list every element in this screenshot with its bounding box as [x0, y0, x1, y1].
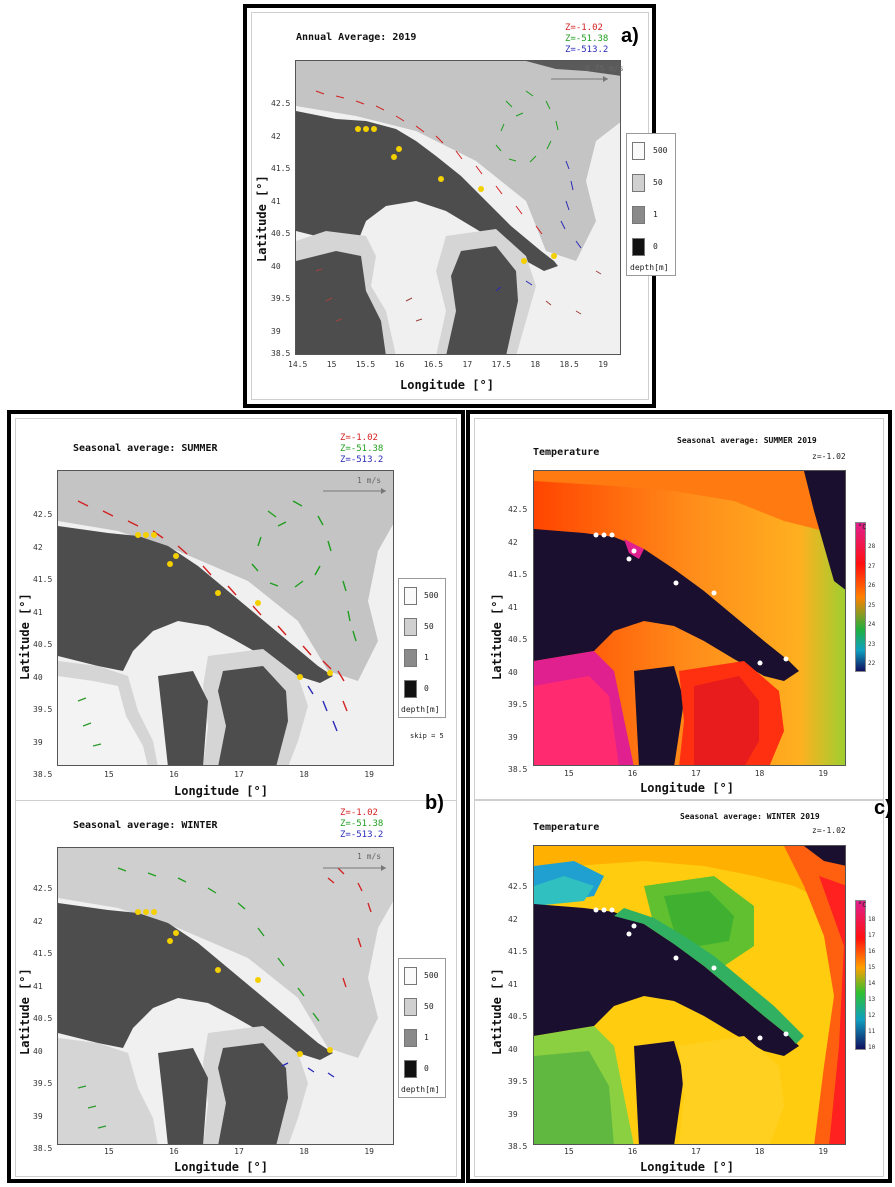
panel-c-letter: c): [874, 797, 892, 819]
panel-c-summer-colorbar: [855, 522, 866, 672]
station-markers: [355, 126, 557, 264]
panel-a-x-ticks: 14.5 15 15.5 16 16.5 17 17.5 18 18.5 19: [288, 360, 608, 369]
panel-a-ylabel: Latitude [°]: [255, 175, 269, 262]
coast-north: [526, 61, 620, 76]
shelf-north: [296, 61, 620, 261]
panel-c-winter-map: [533, 845, 846, 1145]
panel-b-summer-xlabel: Longitude [°]: [174, 784, 268, 798]
panel-c-winter-y-ticks: 42.5 42 41.5 41 40.5 40 39.5 39 38.5: [508, 882, 528, 1151]
panel-b-winter-depth-legend: 500 50 1 0 depth[m]: [398, 958, 446, 1098]
legend-label-50: 50: [653, 178, 663, 187]
legend-label-0: 0: [653, 242, 658, 251]
legend-swatch-500: [632, 142, 645, 160]
panel-c-summer-y-ticks: 42.5 42 41.5 41 40.5 40 39.5 39 38.5: [508, 505, 528, 774]
panel-b-winter-ylabel: Latitude [°]: [18, 968, 32, 1055]
panel-b-summer-skip: skip = 5: [410, 732, 444, 740]
z-label-deep: Z=-513.2: [565, 45, 609, 55]
panel-a-title: Annual Average: 2019: [296, 32, 417, 43]
panel-a-map-svg: [296, 61, 620, 354]
panel-b-winter-y-ticks: 42.5 42 41.5 41 40.5 40 39.5 39 38.5: [33, 884, 53, 1153]
panel-a-letter: a): [621, 25, 639, 47]
panel-c-summer-cbar-unit: °C: [858, 523, 867, 531]
z-label-mid: Z=-51.38: [565, 34, 609, 44]
panel-b-summer-map-svg: [58, 471, 393, 765]
panel-a-y-tick-last: 38.5: [271, 349, 291, 358]
panel-b-summer-x-ticks: 15 16 17 18 19: [104, 770, 374, 779]
panel-c-summer-x-ticks: 15 16 17 18 19: [564, 769, 828, 778]
panel-a-y-ticks: 42.5 42 41.5 41 40.5 40 39.5 39: [271, 99, 291, 336]
current-vectors: [315, 90, 602, 322]
panel-c-summer-ylabel: Latitude [°]: [490, 593, 504, 680]
panel-b-summer-y-ticks: 42.5 42 41.5 41 40.5 40 39.5 39 38.5: [33, 510, 53, 779]
panel-b-winter-map: [57, 847, 394, 1145]
panel-b-summer-depth-legend: 500 50 1 0 depth[m]: [398, 578, 446, 718]
panel-b-winter-ref-vector: 1 m/s: [357, 852, 382, 861]
panel-c-winter-map-svg: [534, 846, 845, 1144]
panel-c-summer-xlabel: Longitude [°]: [640, 781, 734, 795]
panel-b-summer-ref-vector: 1 m/s: [357, 476, 382, 485]
panel-c-summer-map: [533, 470, 846, 766]
panel-c-winter-ylabel: Latitude [°]: [490, 968, 504, 1055]
panel-b-winter-title: Seasonal average: WINTER: [73, 820, 218, 831]
land-calabria-core: [296, 251, 386, 354]
legend-swatch-50: [632, 174, 645, 192]
panel-b-summer-map: [57, 470, 394, 766]
legend-title: depth[m]: [630, 263, 669, 272]
panel-c-summer-subtitle: Seasonal average: SUMMER 2019: [677, 436, 817, 445]
panel-c-summer-zlabel: z=-1.02: [812, 452, 846, 461]
panel-a-ref-vector: 0.75 m/s: [585, 64, 624, 73]
panel-b-winter-z-labels: Z=-1.02 Z=-51.38 Z=-513.2: [340, 808, 384, 840]
reference-arrow: [551, 76, 608, 82]
panel-c-summer-cbar-ticks: 28 27 26 25 24 23 22: [868, 543, 876, 667]
panel-c-winter-title: Temperature: [533, 822, 600, 833]
panel-a-map: [295, 60, 621, 355]
legend-label-1: 1: [653, 210, 658, 219]
panel-b-summer-title: Seasonal average: SUMMER: [73, 443, 218, 454]
land-gulf: [446, 246, 518, 354]
panel-c-winter-cbar-unit: °C: [858, 901, 867, 909]
panel-c-summer-map-svg: [534, 471, 845, 765]
panel-b-summer-z-labels: Z=-1.02 Z=-51.38 Z=-513.2: [340, 433, 384, 465]
panel-b-winter-xlabel: Longitude [°]: [174, 1160, 268, 1174]
legend-label-500: 500: [653, 146, 668, 155]
panel-b-letter: b): [425, 792, 444, 814]
panel-c-winter-x-ticks: 15 16 17 18 19: [564, 1147, 828, 1156]
panel-b-winter-map-svg: [58, 848, 393, 1144]
panel-b-winter-x-ticks: 15 16 17 18 19: [104, 1147, 374, 1156]
panel-c-winter-xlabel: Longitude [°]: [640, 1160, 734, 1174]
panel-a-depth-legend: 500 50 1 0 depth[m]: [626, 133, 676, 276]
legend-swatch-0: [632, 238, 645, 256]
legend-swatch-1: [632, 206, 645, 224]
panel-c-winter-zlabel: z=-1.02: [812, 826, 846, 835]
panel-c-winter-cbar-ticks: 18 17 16 15 14 13 12 11 10: [868, 916, 876, 1051]
panel-a-z-labels: Z=-1.02 Z=-51.38 Z=-513.2: [565, 23, 608, 56]
panel-a-xlabel: Longitude [°]: [400, 378, 494, 392]
panel-c-winter-subtitle: Seasonal average: WINTER 2019: [680, 812, 820, 821]
panel-c-winter-colorbar: [855, 900, 866, 1050]
z-label-surface: Z=-1.02: [565, 23, 603, 33]
panel-c-summer-title: Temperature: [533, 447, 600, 458]
panel-b-summer-ylabel: Latitude [°]: [18, 593, 32, 680]
